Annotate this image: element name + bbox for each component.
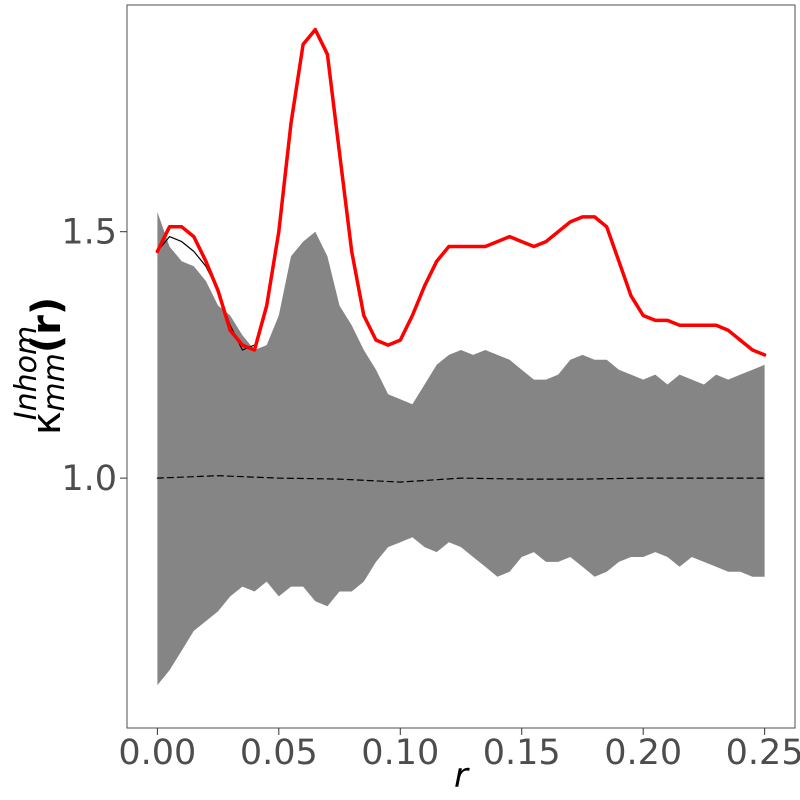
svg-text:κmm(r): κmm(r): [24, 297, 72, 435]
y-axis-title-superscript: Inhom: [9, 326, 44, 420]
y-axis-title: κmm(r) Inhom: [9, 297, 72, 435]
y-tick-label: 1.0: [61, 459, 117, 499]
envelope-band: [157, 212, 765, 686]
x-tick-label: 0.10: [361, 733, 439, 773]
observed-line-red: [155, 27, 767, 357]
y-axis-ticks: 1.0 1.5: [61, 213, 127, 499]
x-axis-title: r: [454, 756, 470, 796]
plot-marks: [155, 27, 767, 686]
y-axis-title-suffix: (r): [24, 297, 70, 353]
x-tick-label: 0.25: [726, 733, 800, 773]
x-tick-label: 0.05: [240, 733, 318, 773]
theoretical-line: [156, 475, 766, 483]
x-tick-label: 0.15: [483, 733, 561, 773]
x-axis-ticks: 0.00 0.05 0.10 0.15 0.20 0.25: [118, 728, 800, 773]
y-tick-label: 1.5: [61, 213, 117, 253]
y-axis-title-base: κ: [24, 412, 70, 436]
y-axis-title-subscript: mm: [37, 353, 72, 411]
x-tick-label: 0.00: [118, 733, 196, 773]
x-tick-label: 0.20: [604, 733, 682, 773]
